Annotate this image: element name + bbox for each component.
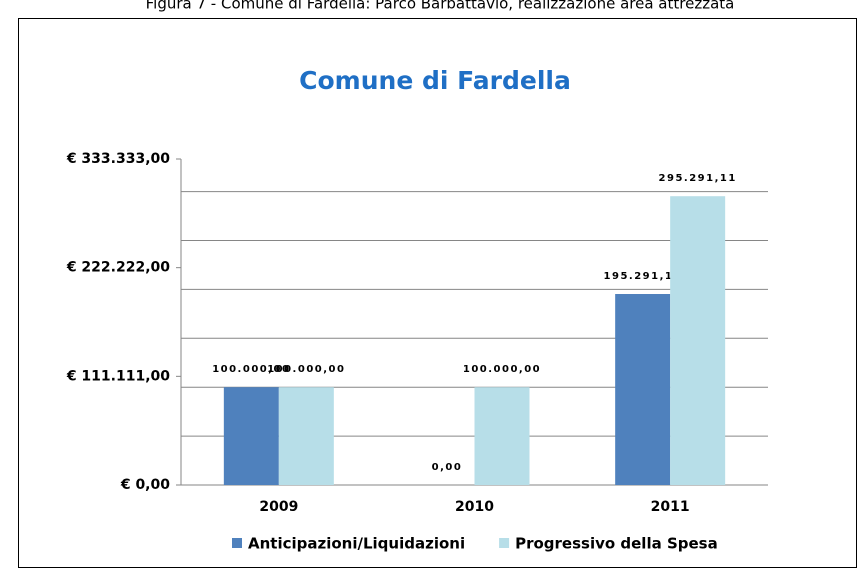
value-label: 195.291,11 — [604, 271, 682, 282]
x-tick-label: 2011 — [651, 499, 690, 515]
x-tick-label: 2009 — [259, 499, 298, 515]
legend-swatch — [499, 538, 510, 548]
y-tick-label: € 0,00 — [120, 477, 170, 493]
value-label: 100.000,00 — [267, 364, 345, 375]
x-tick-label: 2010 — [455, 499, 494, 515]
bar — [615, 294, 671, 485]
y-tick-label: € 333.333,00 — [66, 151, 170, 167]
legend-label: Anticipazioni/Liquidazioni — [248, 535, 465, 553]
value-label: 100.000,00 — [463, 364, 541, 375]
value-label: 0,00 — [432, 462, 463, 473]
bar — [474, 387, 530, 485]
y-tick-label: € 111.111,00 — [66, 368, 170, 384]
bar — [670, 196, 726, 485]
bar — [278, 387, 334, 485]
chart-title: Comune di Fardella — [299, 66, 571, 95]
legend-swatch — [232, 538, 242, 548]
caption: Figura 7 - Comune di Fardella: Parco Bar… — [146, 0, 735, 13]
bar — [223, 387, 279, 485]
value-label: 100.000,00 — [212, 364, 290, 375]
legend-label: Progressivo della Spesa — [515, 535, 718, 553]
y-tick-label: € 222.222,00 — [66, 260, 170, 276]
value-label: 295.291,11 — [659, 173, 737, 184]
